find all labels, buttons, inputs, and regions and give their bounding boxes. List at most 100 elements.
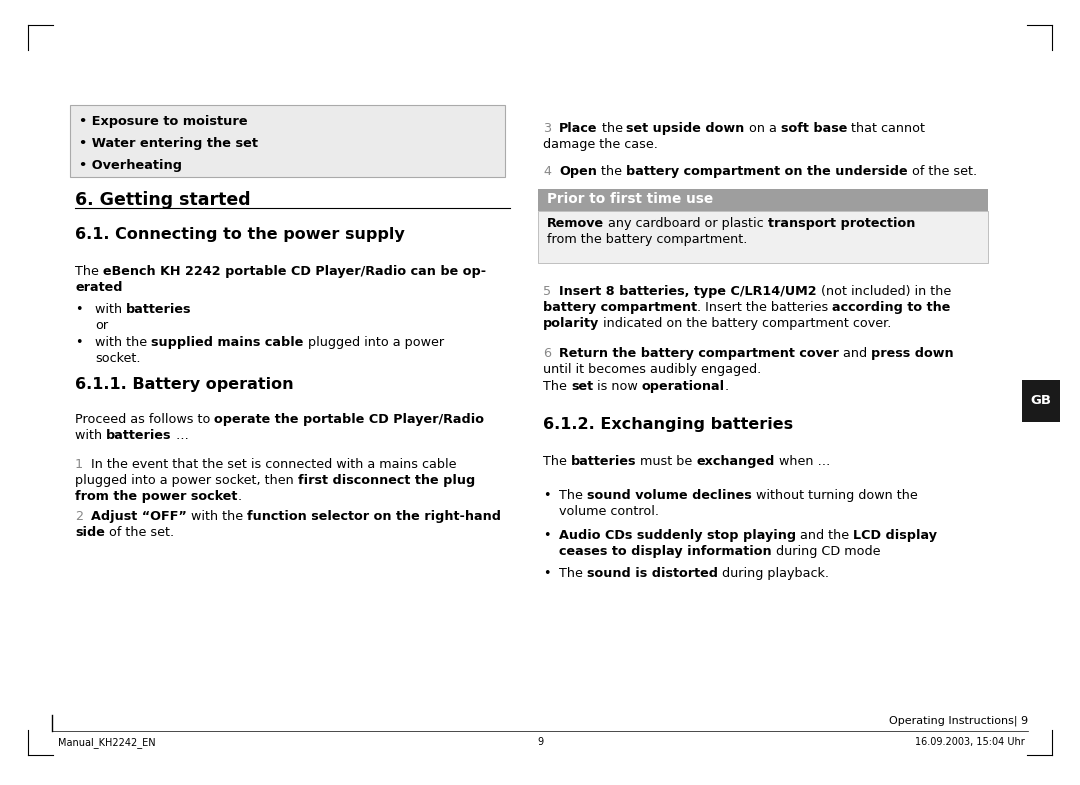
- Text: with the: with the: [187, 510, 247, 523]
- FancyBboxPatch shape: [1022, 380, 1059, 422]
- Text: •: •: [543, 567, 551, 580]
- Text: the: the: [597, 122, 626, 135]
- Text: and the: and the: [796, 529, 853, 542]
- Text: during CD mode: during CD mode: [771, 545, 880, 558]
- Text: The: The: [543, 380, 571, 393]
- Text: Proceed as follows to: Proceed as follows to: [75, 413, 214, 426]
- Text: of the set.: of the set.: [907, 165, 976, 178]
- Text: eBench KH 2242 portable CD Player/Radio can be op-: eBench KH 2242 portable CD Player/Radio …: [103, 265, 486, 278]
- Text: •: •: [543, 529, 551, 542]
- Text: GB: GB: [1030, 395, 1052, 407]
- Text: and: and: [839, 347, 870, 360]
- Text: first disconnect the plug: first disconnect the plug: [298, 474, 475, 487]
- Text: ceases to display information: ceases to display information: [559, 545, 771, 558]
- Text: In the event that the set is connected with a mains cable: In the event that the set is connected w…: [91, 458, 457, 471]
- Text: The: The: [543, 455, 571, 468]
- Text: transport protection: transport protection: [768, 217, 915, 230]
- FancyBboxPatch shape: [538, 189, 988, 211]
- Text: The: The: [559, 489, 586, 502]
- Text: battery compartment on the underside: battery compartment on the underside: [626, 165, 907, 178]
- Text: operate the portable CD Player/Radio: operate the portable CD Player/Radio: [214, 413, 484, 426]
- Text: batteries: batteries: [126, 303, 191, 316]
- Text: 6. Getting started: 6. Getting started: [75, 191, 251, 209]
- Text: Insert 8 batteries, type C/LR14/UM2: Insert 8 batteries, type C/LR14/UM2: [559, 285, 816, 298]
- Text: 4: 4: [543, 165, 551, 178]
- Text: …: …: [172, 429, 189, 442]
- Text: The: The: [75, 265, 103, 278]
- FancyBboxPatch shape: [538, 211, 988, 263]
- Text: according to the: according to the: [833, 301, 950, 314]
- Text: on a: on a: [745, 122, 781, 135]
- Text: function selector on the right-hand: function selector on the right-hand: [247, 510, 501, 523]
- Text: or: or: [95, 319, 108, 332]
- Text: 9: 9: [537, 737, 543, 747]
- Text: erated: erated: [75, 281, 122, 294]
- Text: 2: 2: [75, 510, 83, 523]
- Text: Place: Place: [559, 122, 597, 135]
- Text: LCD display: LCD display: [853, 529, 937, 542]
- Text: is now: is now: [593, 380, 642, 393]
- Text: 3: 3: [543, 122, 551, 135]
- Text: .: .: [238, 490, 242, 503]
- Text: . Insert the batteries: . Insert the batteries: [697, 301, 833, 314]
- Text: side: side: [75, 526, 105, 539]
- Text: when …: when …: [775, 455, 831, 468]
- Text: sound is distorted: sound is distorted: [586, 567, 718, 580]
- Text: exchanged: exchanged: [697, 455, 775, 468]
- Text: •: •: [543, 489, 551, 502]
- Text: 6: 6: [543, 347, 551, 360]
- Text: 6.1.1. Battery operation: 6.1.1. Battery operation: [75, 377, 294, 392]
- Text: • Water entering the set: • Water entering the set: [79, 137, 258, 150]
- Text: set upside down: set upside down: [626, 122, 745, 135]
- Text: •: •: [75, 336, 82, 349]
- Text: the: the: [597, 165, 626, 178]
- Text: batteries: batteries: [571, 455, 636, 468]
- Text: 5: 5: [543, 285, 551, 298]
- Text: Return the battery compartment cover: Return the battery compartment cover: [559, 347, 839, 360]
- Text: 6.1.2. Exchanging batteries: 6.1.2. Exchanging batteries: [543, 417, 793, 432]
- Text: .: .: [725, 380, 729, 393]
- Text: sound volume declines: sound volume declines: [586, 489, 752, 502]
- Text: with the: with the: [95, 336, 151, 349]
- Text: operational: operational: [642, 380, 725, 393]
- Text: press down: press down: [870, 347, 954, 360]
- FancyBboxPatch shape: [70, 105, 505, 177]
- Text: Open: Open: [559, 165, 597, 178]
- Text: from the power socket: from the power socket: [75, 490, 238, 503]
- Text: Manual_KH2242_EN: Manual_KH2242_EN: [58, 737, 156, 748]
- Text: 6.1. Connecting to the power supply: 6.1. Connecting to the power supply: [75, 227, 405, 242]
- Text: Prior to first time use: Prior to first time use: [546, 192, 713, 206]
- Text: battery compartment: battery compartment: [543, 301, 697, 314]
- Text: with: with: [95, 303, 126, 316]
- Text: batteries: batteries: [106, 429, 172, 442]
- Text: plugged into a power: plugged into a power: [303, 336, 444, 349]
- Text: 1: 1: [75, 458, 83, 471]
- Text: of the set.: of the set.: [105, 526, 174, 539]
- Text: any cardboard or plastic: any cardboard or plastic: [604, 217, 768, 230]
- Text: supplied mains cable: supplied mains cable: [151, 336, 303, 349]
- Text: socket.: socket.: [95, 352, 140, 365]
- Text: damage the case.: damage the case.: [543, 138, 658, 151]
- Text: (not included) in the: (not included) in the: [816, 285, 950, 298]
- Text: Operating Instructions| 9: Operating Instructions| 9: [889, 715, 1028, 725]
- Text: must be: must be: [636, 455, 697, 468]
- Text: Remove: Remove: [546, 217, 604, 230]
- Text: plugged into a power socket, then: plugged into a power socket, then: [75, 474, 298, 487]
- Text: 16.09.2003, 15:04 Uhr: 16.09.2003, 15:04 Uhr: [915, 737, 1025, 747]
- Text: without turning down the: without turning down the: [752, 489, 917, 502]
- Text: •: •: [75, 303, 82, 316]
- Text: volume control.: volume control.: [559, 505, 659, 518]
- Text: polarity: polarity: [543, 317, 599, 330]
- Text: until it becomes audibly engaged.: until it becomes audibly engaged.: [543, 363, 761, 376]
- Text: during playback.: during playback.: [718, 567, 828, 580]
- Text: that cannot: that cannot: [847, 122, 924, 135]
- Text: indicated on the battery compartment cover.: indicated on the battery compartment cov…: [599, 317, 892, 330]
- Text: set: set: [571, 380, 593, 393]
- Text: The: The: [559, 567, 586, 580]
- Text: with: with: [75, 429, 106, 442]
- Text: Adjust “OFF”: Adjust “OFF”: [91, 510, 187, 523]
- Text: soft base: soft base: [781, 122, 847, 135]
- Text: • Overheating: • Overheating: [79, 159, 183, 172]
- Text: from the battery compartment.: from the battery compartment.: [546, 233, 747, 246]
- Text: Audio CDs suddenly stop playing: Audio CDs suddenly stop playing: [559, 529, 796, 542]
